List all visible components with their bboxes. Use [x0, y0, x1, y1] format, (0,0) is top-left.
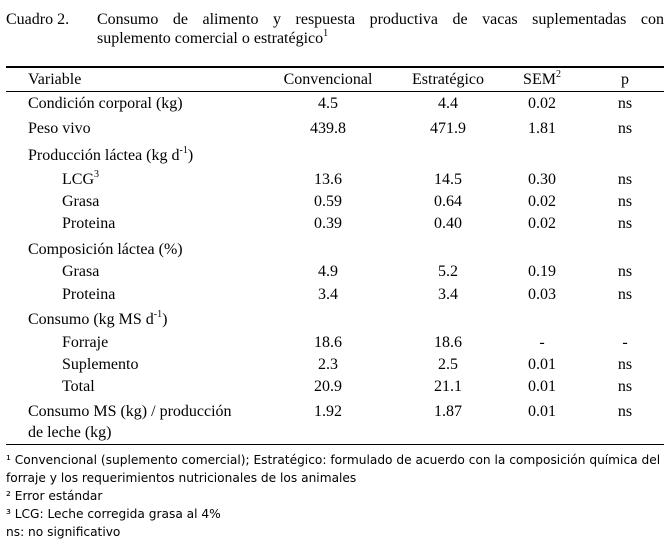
- top-rule: [6, 66, 664, 68]
- table-row: Proteina 0.39 0.40 0.02 ns: [62, 215, 633, 232]
- table-row: Grasa 0.59 0.64 0.02 ns: [62, 193, 633, 210]
- footnote-2: ² Error estándar: [6, 489, 103, 503]
- table-caption: Cuadro 2. Consumo de alimento y respuest…: [6, 10, 664, 48]
- footnote-3: ³ LCG: Leche corregida grasa al 4%: [6, 507, 221, 521]
- table-row: LCG3 13.6 14.5 0.30 ns: [62, 168, 633, 188]
- table-row-group-label: Consumo (kg MS d-1): [28, 308, 168, 328]
- header-rule: [6, 91, 664, 92]
- caption-label: Cuadro 2.: [6, 11, 70, 28]
- caption-line2: suplemento comercial o estratégico1: [97, 27, 329, 47]
- header-estrategico: Estratégico: [412, 71, 484, 88]
- table-row: Proteina 3.4 3.4 0.03 ns: [62, 286, 633, 303]
- header-p: p: [621, 71, 629, 88]
- table-row: Condición corporal (kg) 4.5 4.4 0.02 ns: [28, 95, 633, 112]
- table-row: Suplemento 2.3 2.5 0.01 ns: [62, 356, 633, 373]
- table-row: Consumo MS (kg) / producción 1.92 1.87 0…: [28, 403, 633, 420]
- bottom-rule: [6, 444, 664, 445]
- caption-line1: Consumo de alimento y respuesta producti…: [97, 11, 664, 28]
- table-row: Forraje 18.6 18.6 - -: [62, 334, 628, 351]
- header-convencional: Convencional: [283, 71, 373, 88]
- table-row: Peso vivo 439.8 471.9 1.81 ns: [28, 120, 633, 137]
- header-row: Variable Convencional Estratégico SEM2 p: [0, 68, 672, 90]
- caption-footnote-mark: 1: [323, 27, 329, 39]
- table-row-group-label: Producción láctea (kg d-1): [28, 144, 194, 164]
- table-row-group-label: Composición láctea (%): [28, 241, 183, 258]
- table-row: Grasa 4.9 5.2 0.19 ns: [62, 263, 633, 280]
- table-row-continuation: de leche (kg): [28, 424, 112, 441]
- footnote-1: ¹ Convencional (suplemento comercial); E…: [6, 453, 661, 485]
- header-sem: SEM2: [523, 68, 561, 88]
- footnote-4: ns: no significativo: [6, 525, 121, 539]
- table-row: Total 20.9 21.1 0.01 ns: [62, 378, 633, 395]
- footnotes: ¹ Convencional (suplemento comercial); E…: [6, 451, 666, 541]
- header-variable: Variable: [28, 71, 82, 88]
